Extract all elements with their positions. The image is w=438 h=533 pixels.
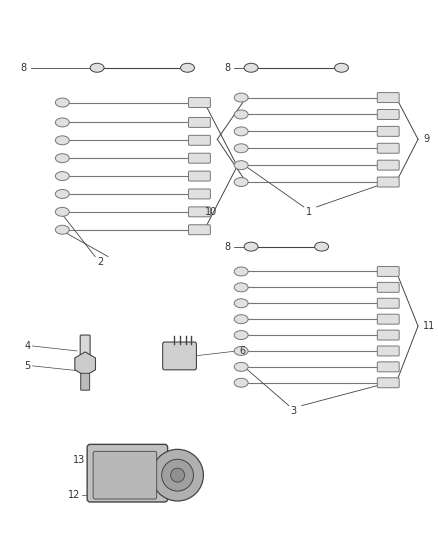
FancyBboxPatch shape xyxy=(93,451,156,499)
Text: 9: 9 xyxy=(422,134,428,144)
FancyBboxPatch shape xyxy=(376,330,398,340)
FancyBboxPatch shape xyxy=(188,207,210,217)
Text: 8: 8 xyxy=(224,63,230,73)
Text: 11: 11 xyxy=(422,321,434,331)
Circle shape xyxy=(161,459,193,491)
FancyBboxPatch shape xyxy=(162,342,196,370)
Ellipse shape xyxy=(55,172,69,181)
FancyBboxPatch shape xyxy=(376,93,398,102)
Ellipse shape xyxy=(233,378,247,387)
FancyBboxPatch shape xyxy=(188,117,210,127)
Text: 6: 6 xyxy=(239,346,245,356)
Ellipse shape xyxy=(55,207,69,216)
Ellipse shape xyxy=(233,283,247,292)
FancyBboxPatch shape xyxy=(376,362,398,372)
Ellipse shape xyxy=(233,314,247,324)
Ellipse shape xyxy=(90,63,104,72)
Ellipse shape xyxy=(233,267,247,276)
Circle shape xyxy=(170,468,184,482)
Ellipse shape xyxy=(233,177,247,187)
FancyBboxPatch shape xyxy=(376,266,398,277)
Ellipse shape xyxy=(233,346,247,356)
Ellipse shape xyxy=(55,98,69,107)
FancyBboxPatch shape xyxy=(188,98,210,108)
Text: 10: 10 xyxy=(205,207,217,217)
Ellipse shape xyxy=(55,225,69,234)
FancyBboxPatch shape xyxy=(376,314,398,324)
FancyBboxPatch shape xyxy=(376,143,398,153)
Ellipse shape xyxy=(55,136,69,145)
FancyBboxPatch shape xyxy=(376,346,398,356)
FancyBboxPatch shape xyxy=(188,153,210,163)
Text: 8: 8 xyxy=(224,241,230,252)
Ellipse shape xyxy=(244,242,258,251)
Ellipse shape xyxy=(233,330,247,340)
Ellipse shape xyxy=(233,93,247,102)
Text: 5: 5 xyxy=(24,361,30,371)
Circle shape xyxy=(152,449,203,501)
Ellipse shape xyxy=(244,63,258,72)
Ellipse shape xyxy=(314,242,328,251)
Ellipse shape xyxy=(233,299,247,308)
Ellipse shape xyxy=(55,190,69,198)
Ellipse shape xyxy=(180,63,194,72)
FancyBboxPatch shape xyxy=(80,335,90,367)
Ellipse shape xyxy=(233,144,247,153)
FancyBboxPatch shape xyxy=(188,189,210,199)
FancyBboxPatch shape xyxy=(376,126,398,136)
FancyBboxPatch shape xyxy=(87,445,167,502)
Ellipse shape xyxy=(233,160,247,169)
Text: 8: 8 xyxy=(21,63,27,73)
FancyBboxPatch shape xyxy=(376,109,398,119)
Ellipse shape xyxy=(233,110,247,119)
FancyBboxPatch shape xyxy=(188,135,210,146)
FancyBboxPatch shape xyxy=(188,225,210,235)
Text: 3: 3 xyxy=(290,406,296,416)
Ellipse shape xyxy=(334,63,348,72)
FancyBboxPatch shape xyxy=(376,298,398,308)
FancyBboxPatch shape xyxy=(376,177,398,187)
Ellipse shape xyxy=(55,118,69,127)
Text: 1: 1 xyxy=(305,207,311,217)
Text: 12: 12 xyxy=(67,490,80,500)
FancyBboxPatch shape xyxy=(376,282,398,292)
FancyBboxPatch shape xyxy=(81,373,89,390)
Text: 13: 13 xyxy=(73,455,85,465)
Ellipse shape xyxy=(233,127,247,136)
Ellipse shape xyxy=(55,154,69,163)
Ellipse shape xyxy=(233,362,247,372)
FancyBboxPatch shape xyxy=(376,378,398,387)
Text: 4: 4 xyxy=(25,341,30,351)
FancyBboxPatch shape xyxy=(376,160,398,170)
FancyBboxPatch shape xyxy=(188,171,210,181)
Text: 2: 2 xyxy=(97,256,103,266)
